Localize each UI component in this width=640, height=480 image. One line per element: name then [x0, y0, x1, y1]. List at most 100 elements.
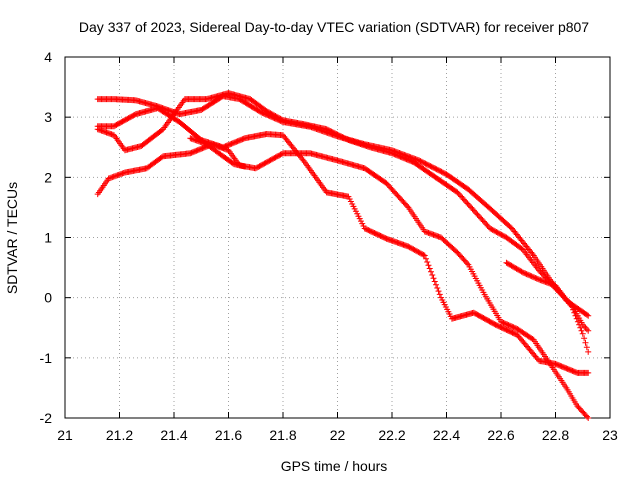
- data-point: [534, 276, 541, 283]
- data-point: [526, 272, 533, 279]
- x-tick-label: 21.2: [106, 427, 133, 443]
- data-point: [585, 369, 592, 376]
- data-point: [529, 335, 536, 342]
- data-point: [427, 268, 434, 275]
- data-point: [474, 211, 481, 218]
- series-track-f: [503, 259, 592, 355]
- data-point: [583, 413, 590, 420]
- data-point: [494, 229, 501, 236]
- data-point: [267, 110, 274, 117]
- data-point: [480, 218, 487, 225]
- x-tick-label: 21.4: [160, 427, 187, 443]
- data-point: [274, 114, 281, 121]
- data-point: [405, 243, 412, 250]
- data-point: [500, 319, 507, 326]
- data-point: [514, 266, 521, 273]
- data-point: [500, 233, 507, 240]
- data-point: [424, 259, 431, 266]
- data-point: [509, 263, 516, 270]
- data-point: [431, 278, 438, 285]
- data-point: [574, 318, 581, 325]
- data-point: [415, 249, 422, 256]
- data-point: [570, 306, 577, 313]
- y-tick-label: 4: [44, 49, 52, 65]
- data-point: [489, 226, 496, 233]
- series-track-c: [94, 90, 592, 334]
- data-point: [417, 250, 424, 257]
- data-point: [472, 208, 479, 215]
- data-point: [268, 110, 275, 117]
- data-point: [470, 207, 477, 214]
- y-tick-label: 3: [44, 109, 52, 125]
- data-point: [411, 246, 418, 253]
- data-point: [414, 248, 421, 255]
- data-point: [492, 228, 499, 235]
- data-point: [517, 267, 524, 274]
- data-point: [507, 261, 514, 268]
- data-point: [263, 108, 270, 115]
- data-point: [583, 311, 590, 318]
- chart-title: Day 337 of 2023, Sidereal Day-to-day VTE…: [79, 19, 589, 35]
- data-point: [475, 212, 482, 219]
- x-tick-label: 22.4: [433, 427, 460, 443]
- data-point: [522, 270, 529, 277]
- series-track-b: [94, 105, 592, 376]
- data-point: [503, 259, 510, 266]
- series-track-a: [94, 93, 592, 319]
- data-point: [523, 271, 530, 278]
- data-point: [454, 189, 461, 196]
- data-point: [510, 324, 517, 331]
- data-point: [581, 335, 588, 342]
- data-point: [504, 321, 511, 328]
- data-point: [407, 244, 414, 251]
- data-point: [406, 244, 413, 251]
- data-point: [479, 217, 486, 224]
- data-point: [508, 262, 515, 269]
- data-point: [416, 249, 423, 256]
- data-point: [487, 225, 494, 232]
- x-tick-label: 22: [330, 427, 346, 443]
- data-point: [482, 219, 489, 226]
- data-point: [426, 265, 433, 272]
- data-point: [576, 321, 583, 328]
- data-point: [585, 415, 592, 421]
- data-point: [501, 320, 508, 327]
- data-point: [483, 221, 490, 228]
- data-point: [533, 275, 540, 282]
- data-point: [469, 206, 476, 213]
- data-point: [464, 260, 471, 267]
- data-point: [478, 215, 485, 222]
- data-point: [572, 312, 579, 319]
- data-point: [582, 339, 589, 346]
- data-point: [459, 194, 466, 201]
- data-point: [477, 214, 484, 221]
- data-point: [521, 269, 528, 276]
- y-tick-label: 2: [44, 169, 52, 185]
- data-point: [579, 330, 586, 337]
- data-point: [460, 196, 467, 203]
- data-point: [519, 269, 526, 276]
- x-tick-label: 21.8: [269, 427, 296, 443]
- data-point: [510, 264, 517, 271]
- data-point: [241, 163, 248, 170]
- data-point: [425, 262, 432, 269]
- data-point: [499, 319, 506, 326]
- data-point: [464, 200, 471, 207]
- data-point: [484, 222, 491, 229]
- data-point: [573, 315, 580, 322]
- data-point: [421, 252, 428, 259]
- data-point: [468, 204, 475, 211]
- data-point: [585, 312, 592, 319]
- y-tick-label: 1: [44, 230, 52, 246]
- data-point: [410, 246, 417, 253]
- data-point: [273, 113, 280, 120]
- data-point: [532, 274, 539, 281]
- data-point: [435, 288, 442, 295]
- data-point: [537, 268, 544, 275]
- x-tick-label: 23: [602, 427, 618, 443]
- data-point: [466, 203, 473, 210]
- data-point: [458, 193, 465, 200]
- data-point: [577, 324, 584, 331]
- x-tick-label: 21.6: [215, 427, 242, 443]
